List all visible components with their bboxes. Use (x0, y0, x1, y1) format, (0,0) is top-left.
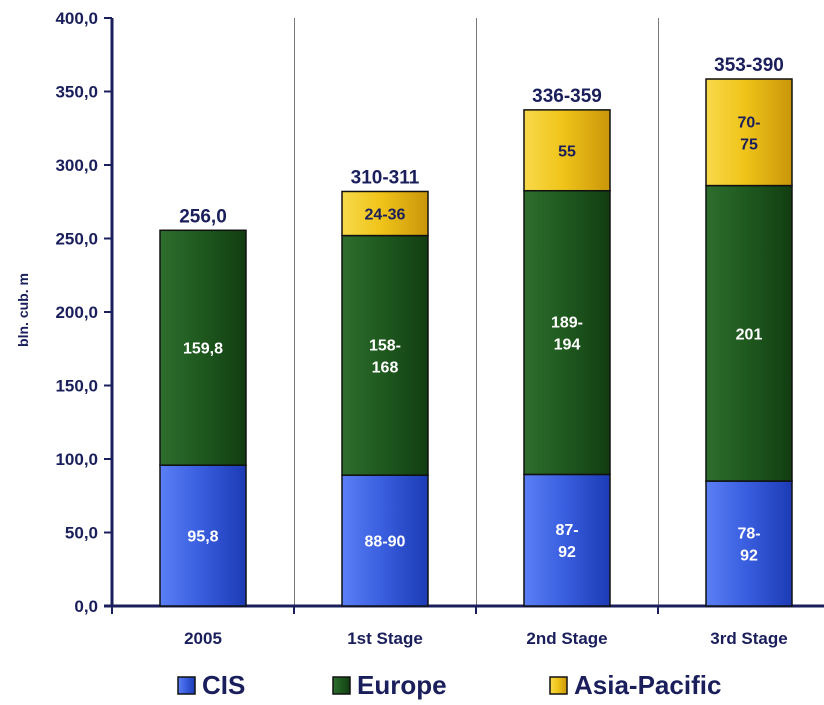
total-label: 256,0 (179, 206, 227, 227)
legend: CIS Europe Asia-Pacific (177, 670, 721, 700)
legend-swatch (177, 676, 196, 695)
bar-segment (523, 109, 611, 192)
y-tick-label: 50,0 (65, 524, 98, 543)
legend-swatch (549, 676, 568, 695)
data-label: 70- (737, 114, 760, 131)
data-label: 168 (372, 359, 399, 376)
bar-segment (523, 189, 611, 476)
bar-segment (523, 473, 611, 607)
y-tick-label: 200,0 (55, 303, 98, 322)
bar-segment (341, 474, 429, 607)
data-label: 158- (369, 337, 401, 354)
y-tick-label: 350,0 (55, 83, 98, 102)
y-axis: 0,0 50,0 100,0 150,0 200,0 250,0 300,0 350,0 400… (55, 9, 114, 616)
legend-label: CIS (202, 670, 245, 700)
bar-segment (159, 229, 247, 466)
bar-segment (341, 190, 429, 237)
data-label: 92 (740, 548, 758, 565)
y-axis-label: bln. cub. m (15, 273, 31, 347)
x-tick-label: 2005 (184, 629, 222, 648)
y-tick-label: 100,0 (55, 450, 98, 469)
x-tick-label: 2nd Stage (526, 629, 607, 648)
data-label: 159,8 (183, 341, 223, 358)
y-tick-label: 300,0 (55, 156, 98, 175)
total-label: 310-311 (351, 167, 420, 188)
data-label: 194 (554, 337, 581, 354)
data-label: 189- (551, 315, 583, 332)
bar-segment (341, 234, 429, 476)
data-label: 201 (736, 326, 763, 343)
data-label: 55 (558, 143, 576, 160)
y-tick-label: 0,0 (74, 597, 98, 616)
data-label: 75 (740, 136, 758, 153)
data-label: 92 (558, 544, 576, 561)
x-axis: 2005 1st Stage 2nd Stage 3rd Stage (104, 604, 824, 648)
data-label: 95,8 (187, 529, 218, 546)
y-tick-label: 250,0 (55, 230, 98, 249)
bar-segment (705, 78, 793, 187)
total-label: 353-390 (714, 55, 784, 76)
total-label: 336-359 (532, 86, 602, 107)
x-tick-label: 3rd Stage (710, 629, 787, 648)
data-label: 87- (555, 522, 578, 539)
data-label: 24-36 (365, 207, 406, 224)
bar-segment (705, 480, 793, 607)
data-label: 78- (737, 526, 760, 543)
legend-swatch (332, 676, 351, 695)
y-tick-label: 150,0 (55, 377, 98, 396)
y-tick-label: 400,0 (55, 9, 98, 28)
x-tick-label: 1st Stage (347, 629, 423, 648)
data-label: 88-90 (365, 534, 406, 551)
category-separators (294, 18, 659, 606)
bars: 95,8 159,8 256,0 88-90 158- 168 24-36 310-311 87… (159, 55, 793, 607)
legend-label: Asia-Pacific (574, 670, 721, 700)
legend-label: Europe (357, 670, 447, 700)
